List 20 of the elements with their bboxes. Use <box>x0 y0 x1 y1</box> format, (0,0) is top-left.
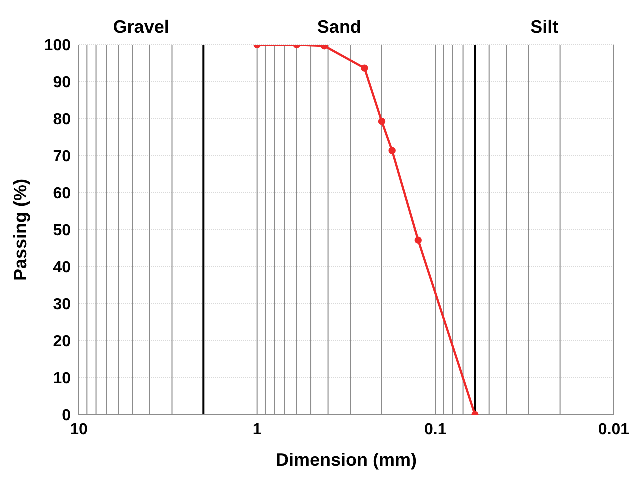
x-tick-label: 0.1 <box>424 421 447 438</box>
x-tick-label: 10 <box>70 421 88 438</box>
text: Gravel <box>113 17 170 37</box>
y-tick-label: 80 <box>53 112 72 129</box>
y-tick-label: 60 <box>53 186 72 203</box>
y-tick-label: 70 <box>53 148 72 166</box>
y-tick-label: 50 <box>53 222 72 240</box>
text: Sand <box>317 17 362 37</box>
x-axis-title: Dimension (mm) <box>276 450 418 470</box>
x-tick-label: 1 <box>252 421 262 438</box>
y-tick-label: 10 <box>53 370 72 388</box>
text: Silt <box>530 17 559 37</box>
y-tick-label: 30 <box>53 296 72 314</box>
y-axis-title: Passing (%) <box>10 178 30 282</box>
y-tick-label: 0 <box>62 408 72 425</box>
y-tick-label: 40 <box>53 260 72 277</box>
y-tick-label: 100 <box>44 38 72 55</box>
y-tick-label: 20 <box>53 334 72 351</box>
y-tick-label: 90 <box>53 74 72 92</box>
x-tick-label: 0.01 <box>598 421 630 438</box>
